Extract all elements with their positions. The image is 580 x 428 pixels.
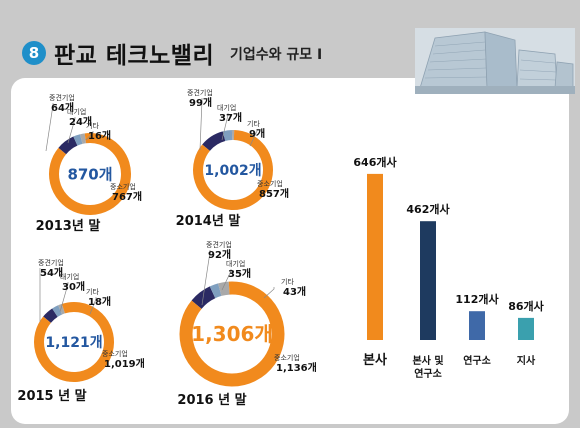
slice-value-label: 16개 bbox=[88, 129, 111, 142]
bar bbox=[469, 311, 485, 340]
slice-value-label: 1,019개 bbox=[104, 357, 145, 370]
bar-category-label: 본사 및 bbox=[412, 354, 443, 367]
slice-other bbox=[218, 281, 230, 296]
slice-sme bbox=[193, 130, 273, 210]
slice-category-label: 중견기업 bbox=[187, 88, 213, 97]
bar bbox=[420, 221, 436, 340]
slice-value-label: 35개 bbox=[228, 267, 251, 280]
donut-center-total: 1,002개 bbox=[204, 163, 261, 179]
slice-value-label: 64개 bbox=[51, 101, 74, 114]
slice-value-label: 37개 bbox=[219, 111, 242, 124]
bar-category-label: 연구소 bbox=[463, 354, 491, 367]
slice-category-label: 기타 bbox=[86, 121, 99, 130]
donut-year-label: 2013년 말 bbox=[36, 219, 101, 234]
slice-value-label: 99개 bbox=[189, 96, 212, 109]
slice-value-label: 857개 bbox=[259, 187, 289, 200]
donut-rings bbox=[49, 133, 131, 215]
slice-medium-enterprise bbox=[191, 286, 216, 310]
slice-other bbox=[80, 133, 87, 144]
donut-year-label: 2015 년 말 bbox=[17, 389, 86, 404]
building-illustration bbox=[415, 28, 575, 94]
slice-category-label: 기타 bbox=[247, 119, 260, 128]
bar-category-label: 지사 bbox=[517, 354, 536, 367]
slice-category-label: 중소기업 bbox=[102, 349, 128, 358]
slice-category-label: 대기업 bbox=[67, 107, 86, 116]
slice-category-label: 기타 bbox=[281, 277, 294, 286]
slice-value-label: 24개 bbox=[69, 115, 92, 128]
slice-category-label: 중견기업 bbox=[206, 240, 232, 249]
slice-medium-enterprise bbox=[43, 308, 58, 324]
slice-category-label: 중소기업 bbox=[274, 353, 300, 362]
section-number-badge: 8 bbox=[22, 41, 46, 65]
donut-chart-2016: 1,306개 2016 년 말 중견기업92개대기업35개기타43개중소기업1,… bbox=[177, 240, 316, 408]
page-subtitle: 기업수와 규모 I bbox=[230, 47, 323, 63]
slice-medium-enterprise bbox=[202, 131, 226, 152]
slice-category-label: 대기업 bbox=[217, 103, 236, 112]
bar-value-label: 112개사 bbox=[455, 292, 499, 306]
slice-value-label: 54개 bbox=[40, 266, 63, 279]
slice-large-enterprise bbox=[73, 134, 83, 146]
bar bbox=[367, 173, 383, 340]
slice-value-label: 92개 bbox=[208, 248, 231, 261]
slice-category-label: 대기업 bbox=[60, 272, 79, 281]
bar-value-label: 86개사 bbox=[508, 299, 544, 313]
donut-year-label: 2014년 말 bbox=[176, 214, 241, 229]
donut-rings bbox=[193, 130, 273, 210]
donut-rings bbox=[34, 302, 114, 382]
slice-sme bbox=[179, 281, 285, 387]
slice-value-label: 767개 bbox=[112, 190, 142, 203]
slice-value-label: 30개 bbox=[62, 280, 85, 293]
slice-large-enterprise bbox=[209, 283, 222, 299]
bar-category-label: 본사 bbox=[363, 352, 387, 368]
donut-rings bbox=[179, 281, 285, 387]
slice-category-label: 중견기업 bbox=[38, 258, 64, 267]
slice-medium-enterprise bbox=[58, 136, 78, 155]
slice-sme bbox=[34, 302, 114, 382]
donut-center-total: 870개 bbox=[67, 165, 112, 183]
slice-category-label: 중소기업 bbox=[110, 182, 136, 191]
donut-year-label: 2016 년 말 bbox=[177, 393, 246, 408]
bar-category-label: 연구소 bbox=[414, 367, 442, 380]
donut-center-total: 1,306개 bbox=[191, 322, 273, 346]
slice-value-label: 18개 bbox=[88, 295, 111, 308]
slice-sme bbox=[49, 133, 131, 215]
bar-value-label: 462개사 bbox=[406, 202, 450, 216]
slice-value-label: 9개 bbox=[249, 127, 265, 140]
bar bbox=[518, 317, 534, 340]
slice-value-label: 43개 bbox=[283, 285, 306, 298]
slice-category-label: 중견기업 bbox=[49, 93, 75, 102]
slice-category-label: 기타 bbox=[86, 287, 99, 296]
slice-value-label: 1,136개 bbox=[276, 361, 317, 374]
bar-value-label: 646개사 bbox=[353, 155, 397, 169]
donut-center-total: 1,121개 bbox=[45, 335, 102, 351]
page-title: 판교 테크노밸리 bbox=[54, 43, 215, 69]
slice-category-label: 중소기업 bbox=[257, 179, 283, 188]
slice-large-enterprise bbox=[52, 305, 63, 317]
slice-category-label: 대기업 bbox=[226, 259, 245, 268]
slice-other bbox=[58, 303, 65, 315]
slice-large-enterprise bbox=[222, 130, 233, 142]
